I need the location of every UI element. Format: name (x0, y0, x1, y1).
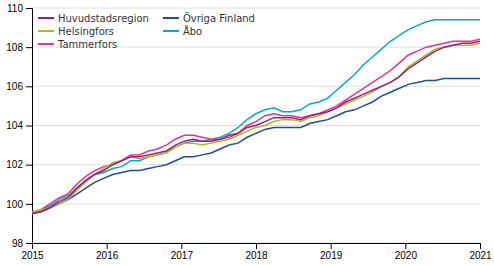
tick: 2017 (171, 243, 194, 261)
legend-label: Övriga Finland (183, 12, 255, 24)
tick-mark (26, 243, 32, 244)
tick: 100 (6, 199, 32, 210)
tick: 104 (6, 120, 32, 131)
tick-label: 2017 (171, 250, 194, 261)
tick: 2016 (96, 243, 119, 261)
tick-mark (480, 243, 481, 249)
axis-line (26, 9, 33, 244)
tick-label: 2016 (96, 250, 119, 261)
tick-mark (331, 243, 332, 249)
legend-swatch (38, 30, 54, 32)
series-line (32, 20, 480, 214)
tick-label: 102 (6, 159, 23, 170)
tick-label: 98 (12, 238, 24, 249)
tick-label: 100 (6, 199, 23, 210)
tick-mark (26, 8, 32, 9)
legend-swatch (163, 30, 179, 32)
legend-item: Helsingfors (38, 26, 114, 37)
tick-label: 108 (6, 42, 23, 53)
legend-label: Helsingfors (58, 26, 114, 37)
grid-line (32, 86, 480, 87)
legend-item: Tammerfors (38, 39, 117, 50)
series-line (32, 79, 480, 214)
tick-label: 2019 (320, 250, 343, 261)
tick: 98 (12, 238, 32, 249)
chart: 2015 2016 2017 2018 2019 2020 2021 98 100 102 104 1… (0, 0, 494, 265)
tick: 2019 (320, 243, 343, 261)
plot: 2015 2016 2017 2018 2019 2020 2021 98 100 102 104 1… (6, 3, 492, 261)
tick-label: 104 (6, 120, 23, 131)
series-line (32, 43, 480, 211)
tick-label: 2021 (469, 250, 492, 261)
legend: Huvudstadsregion Helsingfors Tammerfors Övr… (38, 12, 255, 50)
tick: 2018 (245, 243, 268, 261)
tick-mark (107, 243, 108, 249)
tick: 2020 (395, 243, 418, 261)
series-line (32, 39, 480, 213)
tick-label: 2020 (395, 250, 418, 261)
legend-label: Huvudstadsregion (58, 13, 149, 24)
tick-label: 110 (7, 3, 23, 14)
legend-label: Åbo (183, 25, 202, 37)
tick-label: 106 (6, 81, 23, 92)
lines (32, 20, 480, 214)
series-line (32, 41, 480, 213)
x-axis: 2015 2016 2017 2018 2019 2020 2021 (21, 243, 492, 261)
legend-label: Tammerfors (57, 39, 117, 50)
tick-mark (26, 86, 32, 87)
legend-swatch (163, 17, 179, 19)
tick-label: 2018 (245, 250, 268, 261)
tick: 106 (6, 81, 32, 92)
tick-mark (26, 47, 32, 48)
tick-mark (181, 243, 182, 249)
legend-item: Åbo (163, 25, 202, 37)
tick-label: 2015 (21, 250, 44, 261)
tick: 110 (7, 3, 32, 14)
tick-mark (405, 243, 406, 249)
axis-line (33, 244, 481, 250)
tick-mark (26, 204, 32, 205)
tick: 2015 (21, 243, 44, 261)
grid (32, 8, 480, 243)
legend-swatch (38, 43, 54, 45)
legend-item: Huvudstadsregion (38, 13, 149, 24)
legend-swatch (38, 17, 54, 19)
grid-line (32, 8, 480, 9)
tick-mark (256, 243, 257, 249)
tick: 2021 (469, 243, 492, 261)
tick-mark (26, 126, 32, 127)
grid-line (32, 164, 480, 165)
tick: 108 (6, 42, 32, 53)
grid-line (32, 203, 480, 204)
tick: 102 (6, 159, 32, 170)
tick-mark (26, 165, 32, 166)
y-axis: 98 100 102 104 106 108 110 (6, 3, 32, 249)
legend-item: Övriga Finland (163, 12, 255, 24)
